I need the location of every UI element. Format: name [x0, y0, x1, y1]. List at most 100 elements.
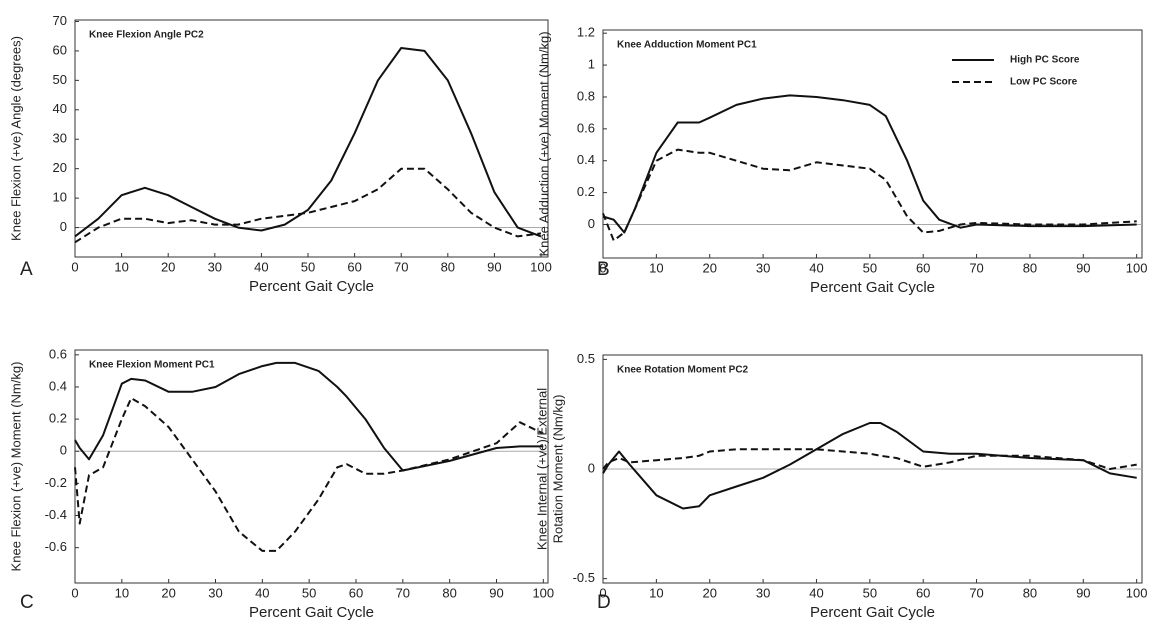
x-tick-label: 60 — [349, 585, 363, 600]
x-tick-label: 50 — [863, 585, 877, 600]
y-tick-label: 0 — [60, 443, 67, 458]
x-tick-label: 90 — [1076, 260, 1090, 275]
series-line — [602, 148, 1137, 242]
series-line — [602, 94, 1137, 234]
x-tick-label: 100 — [1126, 585, 1148, 600]
x-tick-label: 70 — [394, 259, 408, 274]
chart-title: Knee Rotation Moment PC2 — [617, 365, 749, 376]
x-axis-title: Percent Gait Cycle — [249, 604, 374, 621]
x-tick-label: 30 — [756, 585, 770, 600]
chart-title: Knee Adduction Moment PC1 — [617, 40, 757, 51]
x-tick-label: 40 — [254, 259, 268, 274]
x-tick-label: 90 — [489, 585, 503, 600]
plot-frame — [74, 349, 549, 584]
y-tick-label: 0.6 — [49, 346, 67, 361]
x-tick-label: 40 — [255, 585, 269, 600]
panel-label: B — [597, 259, 610, 280]
series-line — [602, 422, 1137, 510]
x-axis-title: Percent Gait Cycle — [249, 278, 374, 295]
x-axis-title: Percent Gait Cycle — [810, 604, 935, 621]
x-tick-label: 90 — [1076, 585, 1090, 600]
x-tick-label: 0 — [71, 259, 78, 274]
y-tick-label: 0 — [588, 216, 595, 231]
legend-label: Low PC Score — [1010, 77, 1078, 88]
y-axis-title: Knee Flexion (+ve) Moment (Nm/kg) — [8, 362, 23, 572]
x-tick-label: 70 — [396, 585, 410, 600]
panel-label: D — [597, 592, 611, 613]
x-tick-label: 0 — [599, 260, 606, 275]
y-tick-label: 70 — [53, 13, 67, 28]
y-axis-title: Knee Adduction (+ve) Moment (Nm/kg) — [536, 31, 551, 256]
y-tick-label: 20 — [53, 160, 67, 175]
y-tick-label: 0.6 — [577, 120, 595, 135]
x-tick-label: 80 — [1023, 260, 1037, 275]
x-tick-label: 20 — [702, 585, 716, 600]
y-tick-label: 1.2 — [577, 25, 595, 40]
y-tick-label: 0 — [588, 460, 595, 475]
series-line — [74, 167, 542, 244]
y-tick-label: 50 — [53, 72, 67, 87]
y-tick-label: 0.2 — [49, 411, 67, 426]
x-tick-label: 100 — [532, 585, 554, 600]
x-tick-label: 80 — [442, 585, 456, 600]
series-line — [74, 361, 544, 472]
x-tick-label: 20 — [161, 585, 175, 600]
y-tick-label: 0.5 — [577, 351, 595, 366]
x-tick-label: 40 — [809, 260, 823, 275]
x-tick-label: 30 — [208, 585, 222, 600]
y-axis-title: Rotation Moment (Nm/kg) — [550, 395, 565, 544]
x-tick-label: 20 — [702, 260, 716, 275]
x-tick-label: 10 — [649, 585, 663, 600]
x-tick-label: 90 — [487, 259, 501, 274]
x-tick-label: 50 — [302, 585, 316, 600]
y-tick-label: -0.6 — [45, 539, 67, 554]
y-tick-label: 30 — [53, 131, 67, 146]
y-tick-label: -0.5 — [573, 570, 595, 585]
x-tick-label: 50 — [301, 259, 315, 274]
plot-frame — [74, 19, 549, 258]
y-tick-label: 0.2 — [577, 184, 595, 199]
x-tick-label: 100 — [530, 259, 552, 274]
x-tick-label: 40 — [809, 585, 823, 600]
y-tick-label: -0.2 — [45, 475, 67, 490]
y-tick-label: 0.8 — [577, 88, 595, 103]
x-tick-label: 30 — [208, 259, 222, 274]
chart-title: Knee Flexion Moment PC1 — [89, 360, 215, 371]
x-tick-label: 60 — [347, 259, 361, 274]
y-tick-label: -0.4 — [45, 507, 67, 522]
y-tick-label: 0 — [60, 219, 67, 234]
panel-label: C — [20, 592, 34, 613]
chart-title: Knee Flexion Angle PC2 — [89, 30, 204, 41]
series-line — [602, 448, 1137, 470]
x-tick-label: 60 — [916, 585, 930, 600]
y-axis-title: Knee Internal (+ve)/External — [534, 388, 549, 550]
x-tick-label: 20 — [161, 259, 175, 274]
y-axis-title: Knee Flexion (+ve) Angle (degrees) — [8, 36, 23, 241]
panel-label: A — [20, 259, 33, 280]
x-tick-label: 10 — [114, 259, 128, 274]
y-tick-label: 0.4 — [577, 152, 595, 167]
legend-label: High PC Score — [1010, 55, 1080, 66]
x-tick-label: 10 — [115, 585, 129, 600]
x-tick-label: 70 — [969, 585, 983, 600]
x-tick-label: 60 — [916, 260, 930, 275]
series-line — [74, 47, 542, 238]
plot-frame — [602, 29, 1143, 259]
y-tick-label: 60 — [53, 42, 67, 57]
x-axis-title: Percent Gait Cycle — [810, 279, 935, 296]
x-tick-label: 10 — [649, 260, 663, 275]
y-tick-label: 10 — [53, 190, 67, 205]
x-tick-label: 0 — [71, 585, 78, 600]
series-line — [74, 397, 544, 552]
y-tick-label: 1 — [588, 57, 595, 72]
x-tick-label: 80 — [441, 259, 455, 274]
y-tick-label: 40 — [53, 101, 67, 116]
x-tick-label: 100 — [1126, 260, 1148, 275]
x-tick-label: 70 — [969, 260, 983, 275]
y-tick-label: 0.4 — [49, 378, 67, 393]
x-tick-label: 0 — [599, 585, 606, 600]
x-tick-label: 30 — [756, 260, 770, 275]
x-tick-label: 80 — [1023, 585, 1037, 600]
x-tick-label: 50 — [863, 260, 877, 275]
